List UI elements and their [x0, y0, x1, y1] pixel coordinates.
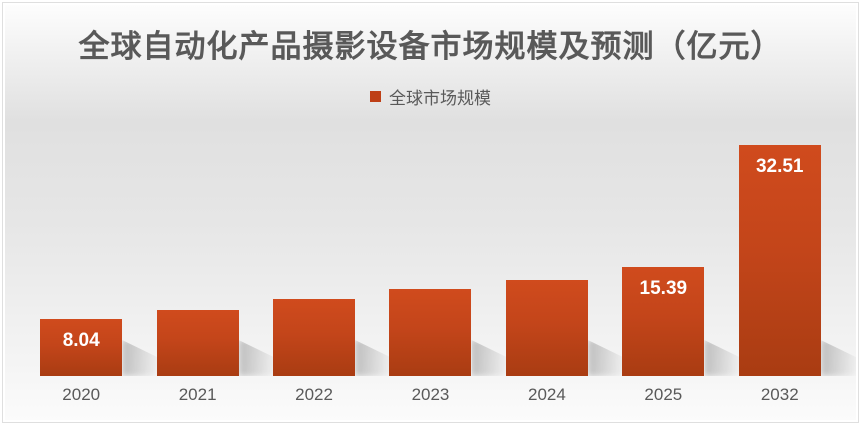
- x-tick-2032: 2032: [760, 385, 799, 404]
- bar-2021: [156, 310, 285, 376]
- data-label-2020: 8.04: [62, 330, 100, 351]
- chart-title: 全球自动化产品摄影设备市场规模及预测（亿元）: [78, 29, 783, 64]
- bar-2032: 32.51: [738, 145, 856, 376]
- bar-slot-2020: 8.04: [23, 140, 169, 376]
- bar-slot-2022: [256, 140, 402, 376]
- bar-2020: 8.04: [40, 319, 169, 376]
- bar-2022: [273, 299, 402, 376]
- bar-slot-2024: [489, 140, 634, 376]
- x-tick-2020: 2020: [62, 385, 101, 404]
- x-tick-2023: 2023: [411, 385, 450, 404]
- legend-swatch-icon: [370, 91, 381, 102]
- plot-area: 8.04 15.39 32.51: [23, 140, 856, 376]
- x-tick-2022: 2022: [295, 385, 333, 404]
- x-tick-2021: 2021: [178, 385, 217, 404]
- data-label-2032: 32.51: [755, 156, 804, 177]
- bar-slot-2025: 15.39: [605, 140, 751, 376]
- x-axis: 2020 2021 2022 2023 2024 2025 2032: [23, 385, 838, 405]
- x-tick-2025: 2025: [644, 385, 683, 404]
- legend-label: 全球市场规模: [389, 89, 491, 108]
- data-label-2025: 15.39: [639, 278, 688, 299]
- legend: 全球市场规模: [5, 84, 856, 109]
- bar-slot-2021: [139, 140, 285, 376]
- bar-slot-2032: 32.51: [722, 140, 856, 376]
- bar-slot-2023: [372, 140, 518, 376]
- chart-canvas: 全球自动化产品摄影设备市场规模及预测（亿元） 全球市场规模 8.04 15.39 3…: [5, 5, 856, 420]
- bar-shadow: [820, 340, 856, 376]
- bar-2025: 15.39: [622, 267, 751, 376]
- bar-2023: [389, 289, 518, 376]
- x-tick-2024: 2024: [527, 385, 566, 404]
- bar-2024: [505, 280, 634, 376]
